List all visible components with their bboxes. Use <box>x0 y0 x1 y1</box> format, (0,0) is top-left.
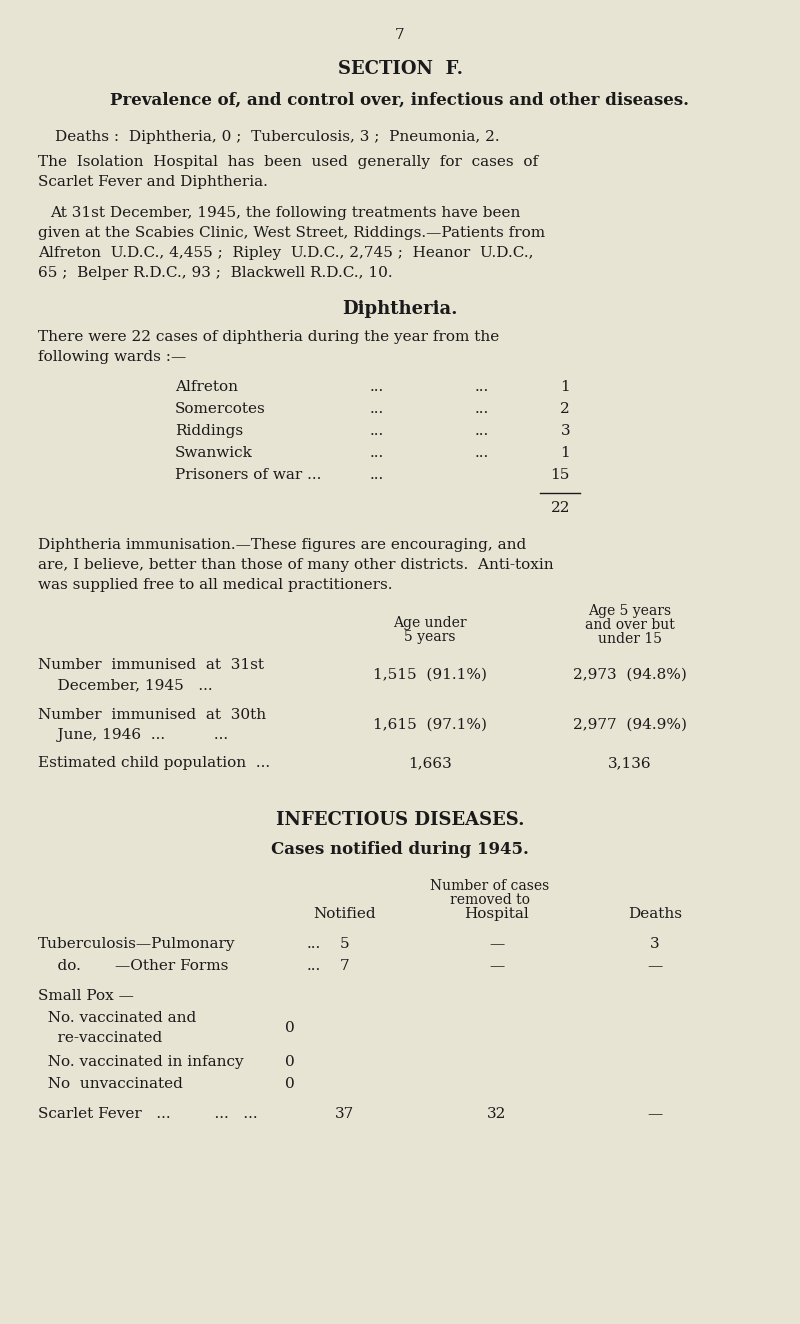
Text: Cases notified during 1945.: Cases notified during 1945. <box>271 841 529 858</box>
Text: ...: ... <box>370 446 384 459</box>
Text: 7: 7 <box>340 959 350 973</box>
Text: following wards :—: following wards :— <box>38 350 186 364</box>
Text: —: — <box>647 959 662 973</box>
Text: ...: ... <box>307 937 322 951</box>
Text: 1,615  (97.1%): 1,615 (97.1%) <box>373 718 487 732</box>
Text: 32: 32 <box>487 1107 506 1121</box>
Text: under 15: under 15 <box>598 632 662 646</box>
Text: Age 5 years: Age 5 years <box>589 604 671 618</box>
Text: Notified: Notified <box>314 907 376 922</box>
Text: Prisoners of war ...: Prisoners of war ... <box>175 467 322 482</box>
Text: INFECTIOUS DISEASES.: INFECTIOUS DISEASES. <box>276 812 524 829</box>
Text: was supplied free to all medical practitioners.: was supplied free to all medical practit… <box>38 579 393 592</box>
Text: No. vaccinated in infancy: No. vaccinated in infancy <box>38 1055 244 1068</box>
Text: Deaths :  Diphtheria, 0 ;  Tuberculosis, 3 ;  Pneumonia, 2.: Deaths : Diphtheria, 0 ; Tuberculosis, 3… <box>55 130 500 144</box>
Text: December, 1945   ...: December, 1945 ... <box>38 678 213 692</box>
Text: Number  immunised  at  30th: Number immunised at 30th <box>38 708 266 722</box>
Text: 7: 7 <box>395 28 405 42</box>
Text: ...: ... <box>475 424 490 438</box>
Text: No  unvaccinated: No unvaccinated <box>38 1076 183 1091</box>
Text: 1,515  (91.1%): 1,515 (91.1%) <box>373 669 487 682</box>
Text: 0: 0 <box>285 1021 295 1035</box>
Text: Alfreton: Alfreton <box>175 380 238 395</box>
Text: ...: ... <box>370 402 384 416</box>
Text: 5: 5 <box>340 937 350 951</box>
Text: removed to: removed to <box>450 892 530 907</box>
Text: Prevalence of, and control over, infectious and other diseases.: Prevalence of, and control over, infecti… <box>110 91 690 109</box>
Text: Age under: Age under <box>393 616 467 630</box>
Text: Diphtheria.: Diphtheria. <box>342 301 458 318</box>
Text: The  Isolation  Hospital  has  been  used  generally  for  cases  of: The Isolation Hospital has been used gen… <box>38 155 538 169</box>
Text: 2,973  (94.8%): 2,973 (94.8%) <box>573 669 687 682</box>
Text: 37: 37 <box>335 1107 354 1121</box>
Text: 0: 0 <box>285 1055 295 1068</box>
Text: Number of cases: Number of cases <box>430 879 550 892</box>
Text: given at the Scabies Clinic, West Street, Riddings.—Patients from: given at the Scabies Clinic, West Street… <box>38 226 545 240</box>
Text: Scarlet Fever   ...         ...   ...: Scarlet Fever ... ... ... <box>38 1107 258 1121</box>
Text: 3: 3 <box>560 424 570 438</box>
Text: ...: ... <box>475 446 490 459</box>
Text: ...: ... <box>475 380 490 395</box>
Text: ...: ... <box>307 959 322 973</box>
Text: No. vaccinated and: No. vaccinated and <box>38 1012 196 1025</box>
Text: 22: 22 <box>550 500 570 515</box>
Text: SECTION  F.: SECTION F. <box>338 60 462 78</box>
Text: 0: 0 <box>285 1076 295 1091</box>
Text: 2: 2 <box>560 402 570 416</box>
Text: 2,977  (94.9%): 2,977 (94.9%) <box>573 718 687 732</box>
Text: Tuberculosis—Pulmonary: Tuberculosis—Pulmonary <box>38 937 235 951</box>
Text: do.       —Other Forms: do. —Other Forms <box>38 959 228 973</box>
Text: ...: ... <box>370 380 384 395</box>
Text: Small Pox —: Small Pox — <box>38 989 134 1004</box>
Text: Number  immunised  at  31st: Number immunised at 31st <box>38 658 264 673</box>
Text: At 31st December, 1945, the following treatments have been: At 31st December, 1945, the following tr… <box>50 207 520 220</box>
Text: 1: 1 <box>560 380 570 395</box>
Text: 3: 3 <box>650 937 660 951</box>
Text: re-vaccinated: re-vaccinated <box>38 1031 162 1045</box>
Text: Estimated child population  ...: Estimated child population ... <box>38 756 270 771</box>
Text: 5 years: 5 years <box>404 630 456 643</box>
Text: 15: 15 <box>550 467 570 482</box>
Text: June, 1946  ...          ...: June, 1946 ... ... <box>38 728 228 741</box>
Text: are, I believe, better than those of many other districts.  Anti-toxin: are, I believe, better than those of man… <box>38 557 554 572</box>
Text: Deaths: Deaths <box>628 907 682 922</box>
Text: —: — <box>490 937 505 951</box>
Text: 1: 1 <box>560 446 570 459</box>
Text: ...: ... <box>370 467 384 482</box>
Text: 3,136: 3,136 <box>608 756 652 771</box>
Text: 1,663: 1,663 <box>408 756 452 771</box>
Text: ...: ... <box>475 402 490 416</box>
Text: Somercotes: Somercotes <box>175 402 266 416</box>
Text: —: — <box>647 1107 662 1121</box>
Text: —: — <box>490 959 505 973</box>
Text: 65 ;  Belper R.D.C., 93 ;  Blackwell R.D.C., 10.: 65 ; Belper R.D.C., 93 ; Blackwell R.D.C… <box>38 266 393 279</box>
Text: Alfreton  U.D.C., 4,455 ;  Ripley  U.D.C., 2,745 ;  Heanor  U.D.C.,: Alfreton U.D.C., 4,455 ; Ripley U.D.C., … <box>38 246 534 260</box>
Text: ...: ... <box>370 424 384 438</box>
Text: Hospital: Hospital <box>465 907 530 922</box>
Text: There were 22 cases of diphtheria during the year from the: There were 22 cases of diphtheria during… <box>38 330 499 344</box>
Text: Swanwick: Swanwick <box>175 446 253 459</box>
Text: Scarlet Fever and Diphtheria.: Scarlet Fever and Diphtheria. <box>38 175 268 189</box>
Text: Diphtheria immunisation.—These figures are encouraging, and: Diphtheria immunisation.—These figures a… <box>38 538 526 552</box>
Text: Riddings: Riddings <box>175 424 243 438</box>
Text: and over but: and over but <box>585 618 675 632</box>
